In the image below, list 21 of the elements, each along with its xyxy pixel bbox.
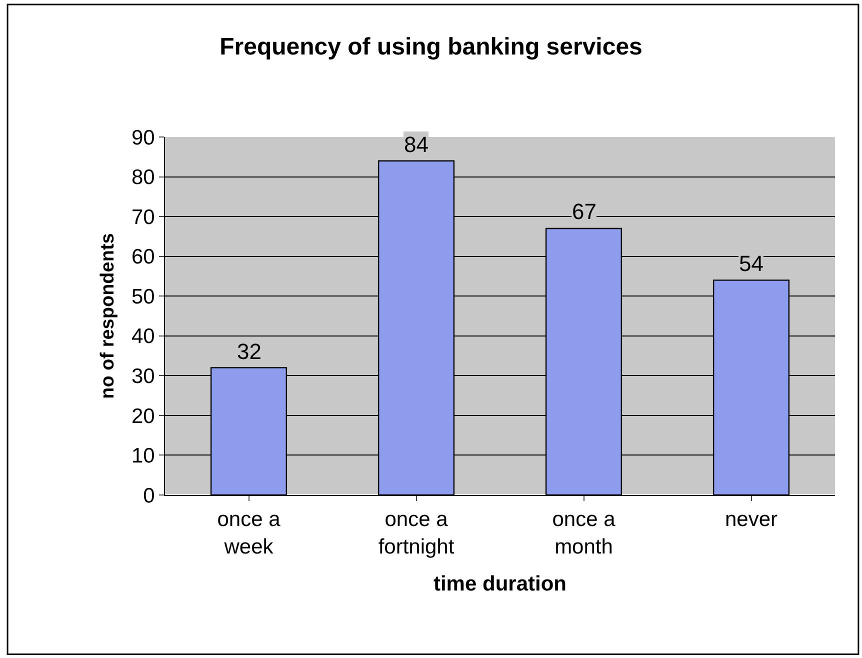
y-tick-label: 70 bbox=[131, 206, 155, 229]
chart-title: Frequency of using banking services bbox=[220, 33, 642, 60]
y-tick-label: 30 bbox=[131, 365, 155, 388]
y-tick-label: 90 bbox=[131, 126, 155, 150]
y-tick-label: 80 bbox=[131, 166, 155, 190]
data-label: 84 bbox=[404, 132, 428, 157]
y-tick-label: 50 bbox=[131, 285, 155, 308]
x-axis-title: time duration bbox=[433, 572, 567, 596]
y-tick-label: 40 bbox=[131, 325, 155, 348]
y-tick-label: 0 bbox=[143, 484, 155, 508]
data-label: 54 bbox=[739, 251, 764, 276]
x-tick-label: never bbox=[724, 508, 778, 532]
y-tick-label: 20 bbox=[131, 404, 155, 428]
data-label: 67 bbox=[572, 199, 596, 224]
data-label: 32 bbox=[237, 339, 262, 364]
y-tick-label: 10 bbox=[131, 444, 155, 468]
x-tick-label: once a week bbox=[217, 508, 281, 558]
y-tick-label: 60 bbox=[131, 246, 155, 269]
y-axis-title: no of respondents bbox=[97, 233, 118, 399]
x-tick-label: once a month bbox=[552, 508, 616, 558]
x-tick-label: once a fortnight bbox=[378, 508, 454, 558]
